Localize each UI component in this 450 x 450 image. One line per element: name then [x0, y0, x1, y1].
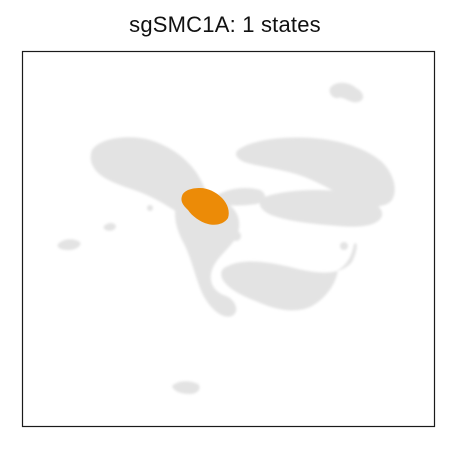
cluster-bottom-island: [172, 381, 200, 394]
cluster-right-middle: [259, 190, 383, 227]
cluster-left-island-1: [57, 239, 81, 250]
chart-title: sgSMC1A: 1 states: [129, 12, 321, 37]
cluster-center-stem: [175, 197, 240, 317]
cluster-lower-right-arm: [221, 243, 357, 311]
plot-frame: [21, 50, 436, 428]
cluster-bridge: [213, 188, 265, 206]
cluster-left-island-2: [103, 223, 116, 231]
highlighted-state-region: [181, 188, 229, 225]
highlight-points: [181, 188, 229, 225]
cluster-right-upper: [236, 137, 395, 207]
cluster-top-right-loop: [329, 82, 364, 103]
background-points: [57, 82, 395, 394]
